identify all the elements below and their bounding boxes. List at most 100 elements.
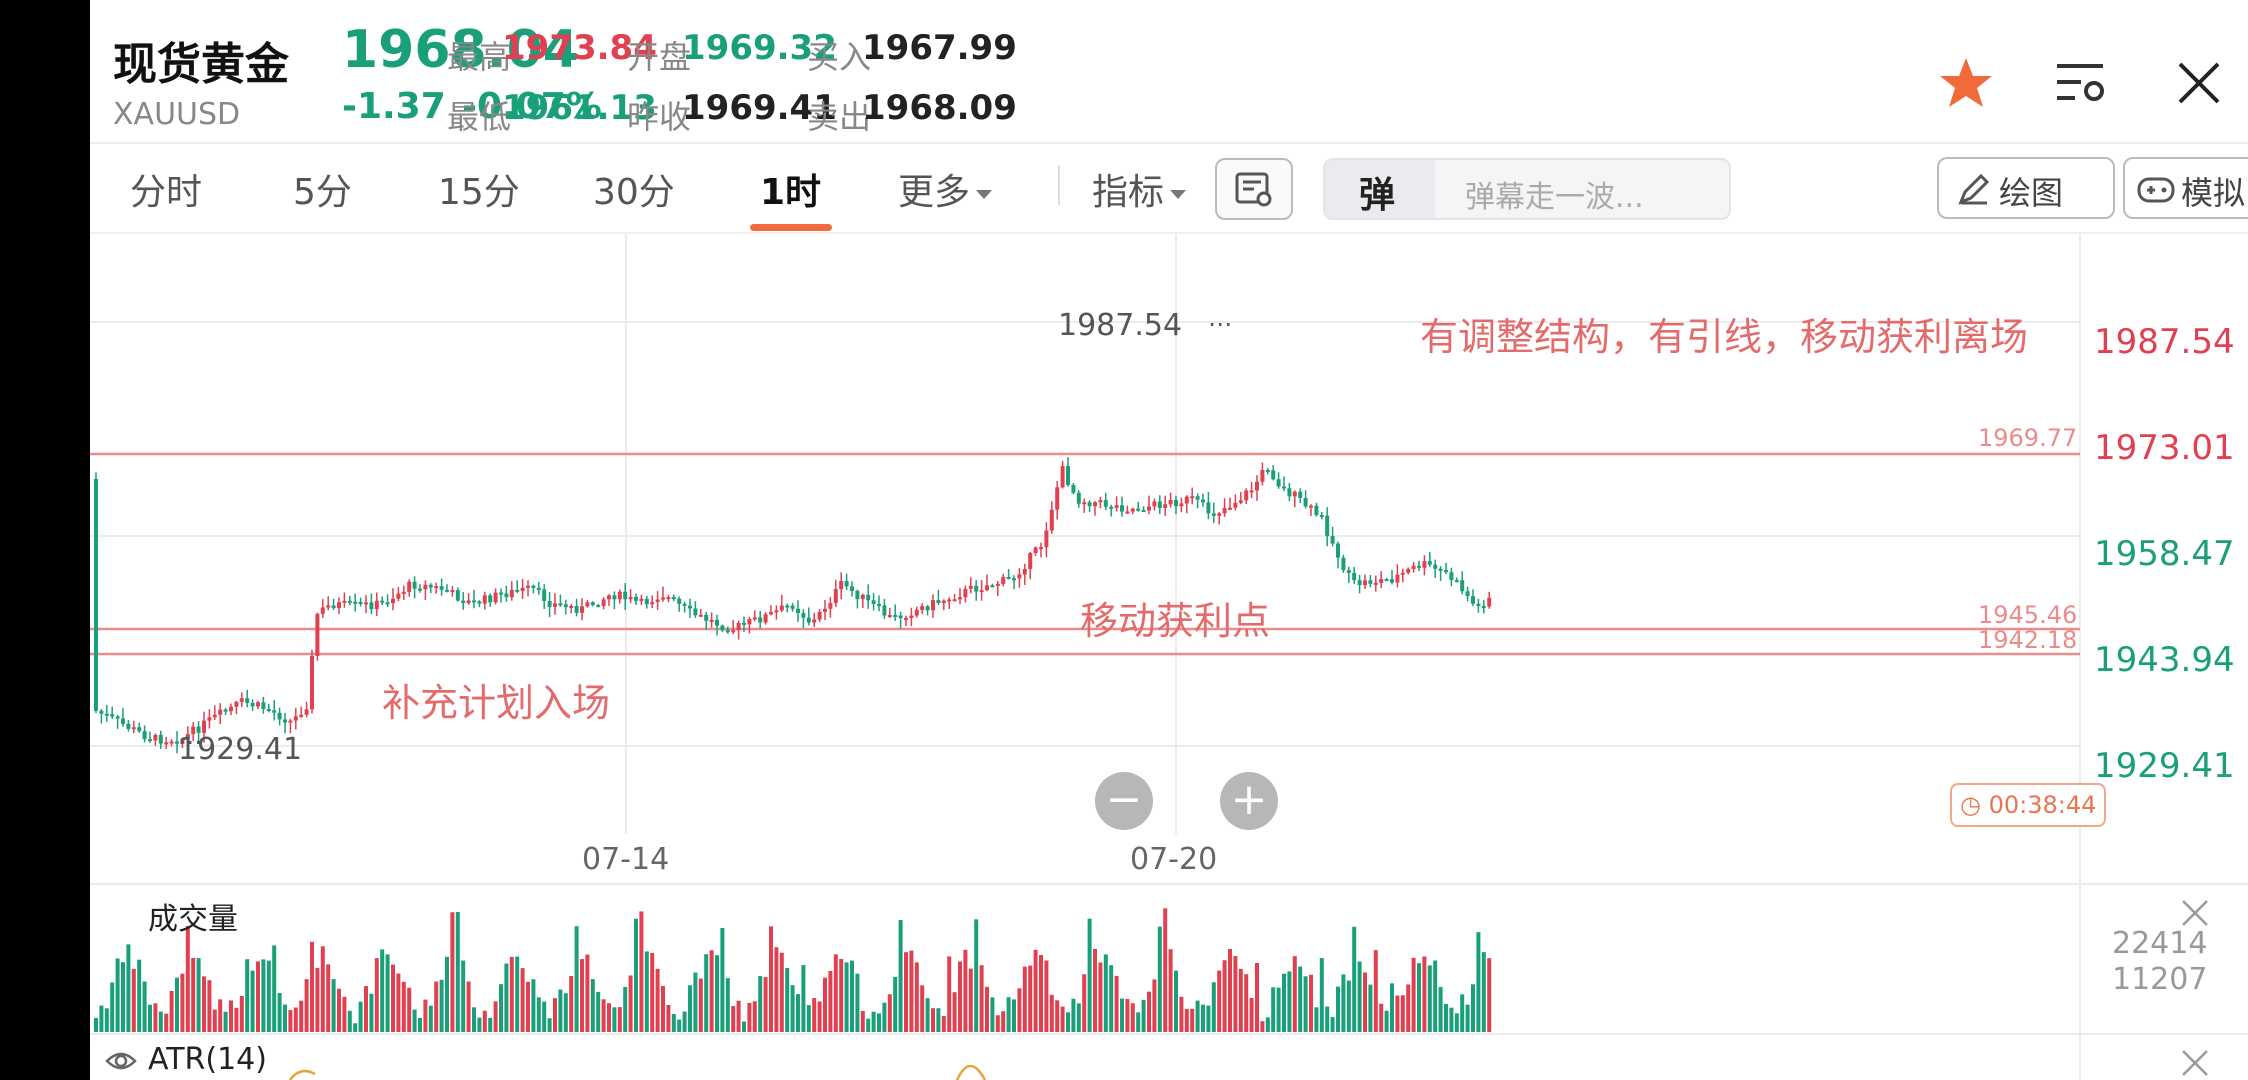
candle-body [396,593,401,599]
candlestick-chart[interactable] [90,234,2248,1080]
volume-bar [682,1011,687,1032]
candle-body [720,625,725,631]
candle-body [774,610,779,613]
simulate-button[interactable]: 模拟 [2123,157,2248,219]
draw-button[interactable]: 绘图 [1937,157,2115,219]
candle-body [526,585,530,588]
candle-body [1157,501,1162,508]
timer-value: 00:38:44 [1988,791,2097,819]
volume-bar [617,1007,622,1032]
simulate-label: 模拟 [2181,174,2246,212]
level-lines[interactable] [90,452,2080,656]
candle-body [1476,603,1481,607]
candle-body [121,718,125,724]
tab-5min[interactable]: 5分 [293,172,352,213]
zoom-out-button[interactable]: − [1095,772,1153,830]
volume-bar [1271,987,1276,1032]
candle-body [1303,497,1308,507]
candle-body [644,598,649,605]
volume-bar [882,1002,887,1032]
candle-body [947,599,952,602]
volume-bar [283,1004,287,1032]
volume-bar [401,981,406,1032]
candle-body [596,605,601,608]
volume-bar [1217,970,1222,1032]
candle-body [1400,572,1405,575]
candle-body [288,720,293,723]
volume-bar [747,1002,752,1032]
tab-15min[interactable]: 15分 [438,172,520,213]
close-atr-icon[interactable] [2180,1048,2210,1078]
candle-body [218,709,223,715]
volume-bar [725,978,730,1032]
candle-body [256,702,260,707]
volume-bar [736,1000,741,1032]
star-icon[interactable] [1938,56,1994,110]
volume-bar [823,977,827,1032]
candle-body [855,590,860,600]
candle-body [1141,510,1146,513]
volume-bar [742,1021,746,1032]
candle-body [1384,579,1389,582]
candle-body [191,726,196,735]
candle-body [995,583,1000,586]
volume-bar [99,1005,104,1032]
candle-body [1357,580,1362,586]
candle-body [904,617,908,620]
candle-body [1233,502,1238,508]
danmu-toggle[interactable]: 弹 [1325,160,1435,218]
volume-bar [828,971,833,1032]
candle-body [547,601,552,607]
candle-body [623,591,628,600]
volume-bar [104,1008,109,1032]
volume-bar [855,973,860,1032]
candle-body [509,589,514,598]
candle-body [806,617,811,623]
volume-bar [153,1003,158,1032]
annotation-entry[interactable]: 补充计划入场 [382,681,611,725]
candle-body [936,600,941,604]
volume-bar [1190,1008,1195,1032]
list-settings-icon[interactable] [2055,60,2107,106]
annotation-exit[interactable]: 有调整结构，有引线，移动获利离场 [1420,315,2029,359]
candle-body [239,698,244,702]
candle-body [428,584,433,588]
volume-bar [466,981,471,1032]
volume-bar [995,1015,1000,1032]
tab-timeshare[interactable]: 分时 [130,172,203,213]
danmu-input[interactable]: 弹 弹幕走一波... [1323,158,1731,220]
candle-body [1071,485,1076,493]
candle-body [1287,488,1292,497]
volume-bar [580,959,584,1032]
volume-bar [234,1007,239,1032]
tab-more[interactable]: 更多 [898,163,993,215]
candle-body [131,727,136,730]
volume-bar [639,911,644,1032]
candle-body [628,596,633,600]
close-volume-icon[interactable] [2180,898,2210,928]
volume-bar [585,954,590,1032]
candle-body [860,594,865,600]
volume-bar [1379,1003,1384,1032]
annotation-trailing-stop[interactable]: 移动获利点 [1080,599,1271,643]
indicator-dropdown[interactable]: 指标 [1092,163,1187,215]
volume-bar [1460,994,1465,1032]
volume-bar [131,968,136,1032]
tab-30min[interactable]: 30分 [593,172,675,213]
candle-body [1271,470,1276,480]
candle-body [445,589,449,592]
candle-body [342,600,347,603]
price-change-pct: -0.07% [462,86,602,127]
volume-bar [833,954,838,1032]
chart-settings-button[interactable] [1215,158,1293,220]
eye-icon[interactable] [104,1044,138,1078]
candle-body [1487,597,1492,607]
close-icon[interactable] [2176,60,2222,106]
candle-body [877,604,881,607]
candles [94,457,1492,754]
zoom-in-button[interactable]: + [1220,772,1278,830]
candle-body [185,734,190,740]
volume-bar [1168,949,1173,1032]
candle-body [1433,564,1438,569]
tab-1hour[interactable]: 1时 [760,172,822,213]
